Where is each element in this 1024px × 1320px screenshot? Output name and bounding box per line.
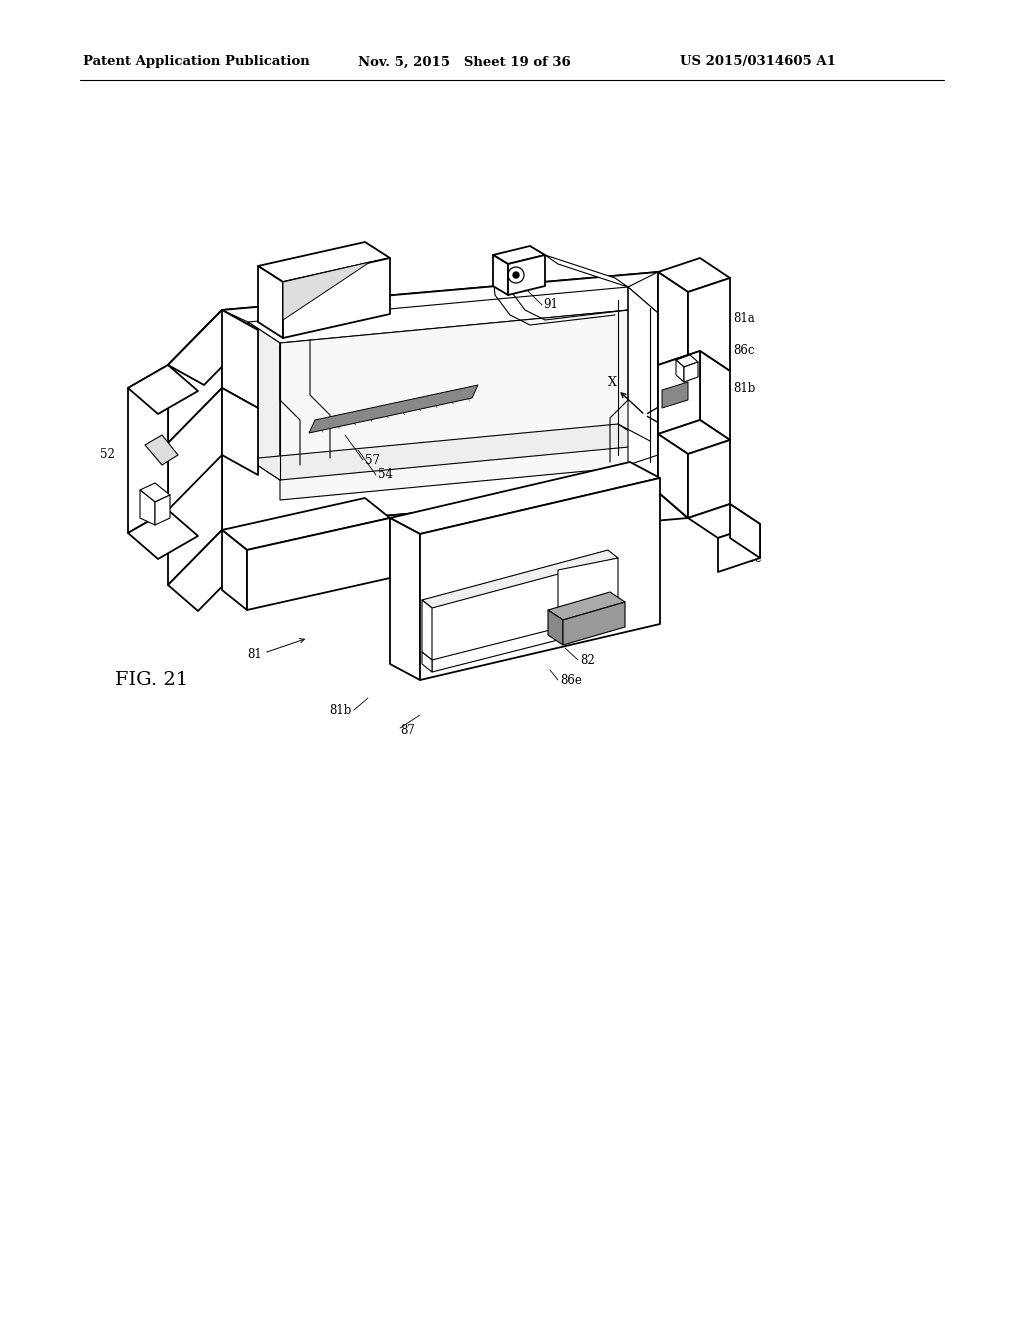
Polygon shape — [432, 628, 558, 672]
Polygon shape — [730, 504, 760, 558]
Text: 52: 52 — [100, 449, 115, 462]
Polygon shape — [658, 351, 700, 434]
Polygon shape — [422, 601, 432, 660]
Text: 81a: 81a — [733, 312, 755, 325]
Text: Y: Y — [688, 381, 696, 395]
Polygon shape — [420, 478, 660, 680]
Polygon shape — [128, 510, 198, 558]
Polygon shape — [558, 558, 618, 612]
Polygon shape — [248, 424, 650, 480]
Text: 82: 82 — [580, 653, 595, 667]
Text: Patent Application Publication: Patent Application Publication — [83, 55, 309, 69]
Polygon shape — [563, 602, 625, 645]
Polygon shape — [155, 495, 170, 525]
Polygon shape — [145, 436, 178, 465]
Polygon shape — [168, 388, 222, 510]
Polygon shape — [283, 261, 370, 319]
Polygon shape — [493, 255, 508, 294]
Polygon shape — [688, 504, 760, 539]
Polygon shape — [545, 255, 628, 286]
Text: 81b: 81b — [733, 381, 756, 395]
Text: X: X — [607, 376, 616, 389]
Polygon shape — [168, 531, 252, 611]
Text: Z: Z — [698, 442, 708, 455]
Polygon shape — [508, 255, 545, 294]
Text: 87: 87 — [400, 723, 415, 737]
Polygon shape — [658, 272, 688, 517]
Polygon shape — [247, 517, 390, 610]
Polygon shape — [168, 310, 222, 444]
Polygon shape — [700, 351, 730, 440]
Polygon shape — [128, 366, 168, 533]
Text: 86: 86 — [740, 532, 755, 544]
Polygon shape — [658, 434, 688, 517]
Polygon shape — [248, 286, 650, 343]
Polygon shape — [658, 420, 730, 454]
Polygon shape — [422, 550, 618, 609]
Polygon shape — [222, 272, 658, 531]
Text: 86c: 86c — [733, 343, 755, 356]
Text: 81c: 81c — [740, 552, 762, 565]
Polygon shape — [280, 308, 650, 500]
Polygon shape — [628, 286, 658, 492]
Polygon shape — [309, 385, 478, 433]
Polygon shape — [222, 310, 248, 459]
Polygon shape — [390, 517, 420, 680]
Polygon shape — [140, 483, 170, 502]
Text: 57: 57 — [365, 454, 380, 466]
Text: 91: 91 — [543, 298, 558, 312]
Polygon shape — [676, 355, 698, 367]
Polygon shape — [688, 279, 730, 385]
Text: 86e: 86e — [560, 673, 582, 686]
Polygon shape — [222, 388, 258, 475]
Circle shape — [513, 272, 519, 279]
Polygon shape — [422, 652, 432, 672]
Text: 81: 81 — [247, 648, 262, 661]
Polygon shape — [248, 322, 280, 480]
Polygon shape — [258, 242, 390, 282]
Polygon shape — [658, 272, 688, 385]
Polygon shape — [658, 257, 730, 292]
Text: 87a: 87a — [512, 622, 534, 635]
Polygon shape — [222, 498, 390, 550]
Polygon shape — [548, 610, 563, 645]
Polygon shape — [168, 310, 258, 385]
Polygon shape — [688, 440, 730, 517]
Polygon shape — [168, 310, 252, 391]
Polygon shape — [222, 310, 258, 408]
Polygon shape — [684, 362, 698, 381]
Polygon shape — [168, 310, 222, 585]
Polygon shape — [628, 272, 688, 313]
Polygon shape — [658, 351, 730, 385]
Polygon shape — [493, 246, 545, 264]
Polygon shape — [222, 492, 688, 556]
Text: Nov. 5, 2015   Sheet 19 of 36: Nov. 5, 2015 Sheet 19 of 36 — [358, 55, 570, 69]
Text: 54: 54 — [378, 469, 393, 482]
Polygon shape — [128, 366, 198, 414]
Polygon shape — [222, 531, 247, 610]
Polygon shape — [548, 591, 625, 620]
Text: FIG. 21: FIG. 21 — [115, 671, 188, 689]
Polygon shape — [258, 267, 283, 338]
Polygon shape — [662, 381, 688, 408]
Polygon shape — [140, 490, 155, 525]
Polygon shape — [390, 462, 660, 535]
Text: US 2015/0314605 A1: US 2015/0314605 A1 — [680, 55, 836, 69]
Polygon shape — [676, 360, 684, 381]
Polygon shape — [718, 524, 760, 572]
Polygon shape — [222, 272, 688, 337]
Text: 81b: 81b — [330, 704, 352, 717]
Polygon shape — [283, 257, 390, 338]
